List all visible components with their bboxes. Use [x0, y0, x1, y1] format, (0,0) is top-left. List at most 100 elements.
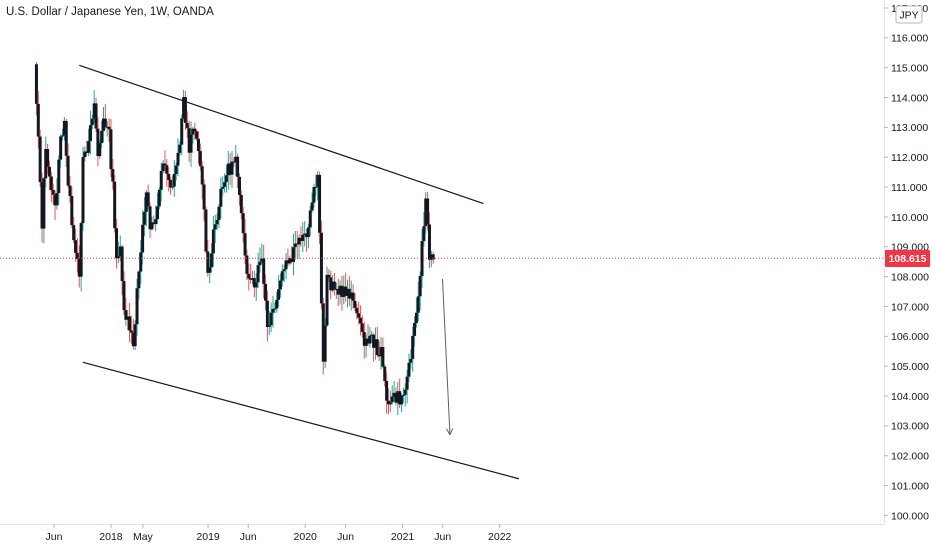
candle — [94, 97, 98, 133]
candle-body — [88, 125, 92, 142]
candle — [148, 202, 152, 239]
current-price-badge[interactable]: 108.615 — [885, 250, 930, 267]
candle — [258, 247, 262, 273]
candle — [239, 190, 243, 220]
candle-body — [113, 181, 117, 229]
candle — [139, 240, 143, 284]
candle — [321, 297, 325, 375]
candle — [286, 248, 290, 267]
candle — [118, 235, 122, 262]
candle-body — [174, 165, 178, 174]
symbol-title[interactable]: U.S. Dollar / Japanese Yen, 1W, OANDA — [6, 6, 214, 18]
candle-body — [100, 130, 104, 144]
candle-body — [165, 165, 169, 174]
candle — [375, 326, 379, 358]
candle — [159, 162, 163, 202]
candle-body — [126, 316, 130, 320]
candle — [327, 269, 331, 282]
time-axis-background — [0, 524, 884, 550]
candle — [400, 393, 404, 412]
upper-channel-trendline[interactable] — [79, 64, 484, 205]
currency-badge[interactable]: JPY — [895, 5, 923, 24]
price-tick-label: 101.000 — [891, 480, 929, 492]
candle — [61, 128, 65, 141]
candle-body — [375, 339, 379, 355]
candle — [254, 273, 258, 301]
candle-body — [182, 97, 186, 119]
candle-body — [154, 219, 158, 225]
time-tick-label: 2019 — [196, 531, 220, 543]
forecast-arrow[interactable] — [442, 279, 454, 436]
forecast-arrow-head — [446, 428, 451, 436]
candle — [362, 321, 366, 359]
candle-body — [353, 300, 357, 308]
candle — [232, 157, 236, 168]
candle — [183, 90, 187, 130]
candle — [217, 204, 221, 229]
drawings-layer[interactable] — [79, 64, 520, 480]
candle-body — [403, 389, 407, 395]
candle-body — [141, 224, 145, 253]
candle-body — [316, 174, 320, 187]
candle — [180, 114, 184, 156]
time-tick-label: Jun — [46, 531, 63, 543]
candle-body — [416, 296, 420, 313]
candle-body — [111, 169, 115, 182]
candle — [318, 171, 322, 244]
candle — [131, 319, 135, 350]
candle-body — [68, 185, 72, 196]
candle — [200, 161, 204, 200]
price-tick-label: 108.000 — [891, 271, 929, 283]
candle-body — [426, 198, 430, 225]
candle-body — [429, 254, 433, 260]
candle — [373, 327, 377, 360]
candle — [64, 119, 68, 168]
candle — [284, 253, 288, 280]
price-tick: 108.000 — [884, 271, 929, 283]
candle-body — [115, 228, 119, 259]
candle — [262, 244, 266, 299]
price-tick: 114.000 — [884, 92, 928, 104]
candle — [98, 139, 102, 160]
candle — [346, 279, 350, 308]
candle-body — [196, 138, 200, 152]
candle-body — [53, 194, 57, 206]
candle — [241, 207, 245, 243]
candle — [83, 146, 87, 162]
candle-body — [47, 166, 51, 177]
candle-body — [152, 222, 156, 225]
candle — [401, 387, 405, 404]
time-tick: Jun — [240, 524, 257, 543]
candle — [137, 270, 141, 300]
candle-body — [70, 195, 74, 226]
candle-body — [394, 392, 398, 403]
candle-body — [232, 161, 236, 163]
candle-body — [241, 213, 245, 234]
time-tick: Jun — [46, 524, 63, 543]
candle-body — [245, 255, 249, 274]
lower-channel-trendline[interactable] — [82, 361, 520, 480]
candle — [319, 220, 323, 309]
candle-body — [40, 182, 44, 229]
time-tick: May — [133, 524, 154, 543]
candle — [377, 341, 381, 362]
time-axis[interactable]: Jun 2018 May 2019 Jun 2020 Jun 2021 Jun 2022 — [46, 524, 512, 543]
candle — [70, 186, 74, 228]
candle-body — [398, 391, 402, 405]
candle-body — [251, 278, 255, 280]
time-tick: 2020 — [294, 524, 317, 543]
candle-body — [217, 206, 221, 220]
candle-body — [401, 394, 405, 396]
candle-body — [85, 151, 89, 153]
candle — [55, 178, 59, 210]
candle — [133, 320, 137, 351]
candle — [178, 141, 182, 156]
candle-body — [411, 335, 415, 359]
candle-body — [94, 103, 98, 129]
candle — [409, 349, 413, 369]
candle — [185, 111, 189, 138]
candle — [426, 191, 430, 231]
candle-body — [409, 358, 413, 363]
